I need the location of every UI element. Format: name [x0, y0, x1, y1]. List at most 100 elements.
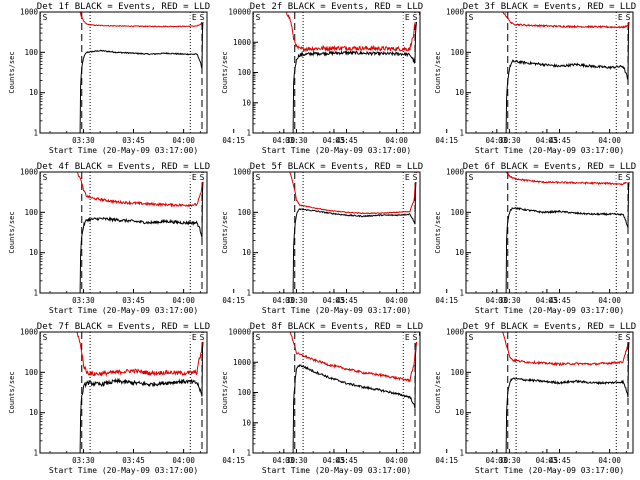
- marker-left: S: [256, 333, 261, 342]
- x-tick-label: 04:30: [273, 456, 296, 465]
- series-line-lld: [253, 12, 420, 53]
- chart-panel-det-8f: Det 8f BLACK = Events, RED = LLD11010010…: [221, 322, 558, 475]
- x-tick-label: 03:45: [122, 296, 145, 305]
- y-tick-label: 1000: [233, 358, 252, 367]
- chart-title: Det 5f BLACK = Events, RED = LLD: [250, 162, 423, 172]
- marker-backing: [190, 173, 199, 182]
- x-tick-label: 04:45: [323, 296, 346, 305]
- marker-right: S: [626, 13, 631, 22]
- x-tick-label: 04:30: [273, 136, 296, 145]
- plot-frame: [39, 171, 208, 294]
- y-tick-label: 1: [246, 289, 251, 298]
- x-axis-label: Start Time (20-May-09 03:17:00): [262, 466, 411, 475]
- x-tick-label: 03:30: [498, 136, 521, 145]
- y-tick-label: 10: [242, 248, 252, 257]
- chart-panel-det-3f: Det 3f BLACK = Events, RED = LLD 1 10 100 10…: [434, 2, 636, 155]
- series-line-events: [253, 12, 420, 133]
- y-tick-label: 100: [237, 388, 251, 397]
- marker-left: S: [43, 173, 48, 182]
- marker-backing: [624, 333, 632, 342]
- x-axis-label: Start Time (20-May-09 03:17:00): [49, 146, 198, 155]
- chart-title: Det 4f BLACK = Events, RED = LLD: [37, 162, 210, 172]
- x-tick-label: 04:30: [486, 456, 509, 465]
- marker-backing: [198, 173, 206, 182]
- marker-backing: [467, 13, 475, 22]
- chart-title: Det 6f BLACK = Events, RED = LLD: [463, 162, 636, 172]
- y-axis-label: Counts/sec: [434, 211, 442, 253]
- x-tick-label: 04:15: [435, 296, 458, 305]
- series-line-lld: [40, 172, 207, 208]
- y-tick-label: 1: [246, 129, 251, 138]
- marker-mid: E: [192, 13, 197, 22]
- y-tick-label: 10: [29, 248, 39, 257]
- marker-backing: [411, 333, 419, 342]
- x-tick-label: 04:45: [323, 456, 346, 465]
- y-tick-label: 10: [29, 408, 39, 417]
- y-tick-label: 10: [455, 408, 465, 417]
- y-tick-label: 1: [246, 449, 251, 458]
- y-tick-label: 100: [237, 208, 251, 217]
- marker-backing: [411, 173, 419, 182]
- plot-frame: [252, 331, 421, 454]
- y-tick-label: 10: [29, 88, 39, 97]
- y-tick-label: 1: [33, 289, 38, 298]
- x-tick-label: 03:45: [548, 456, 571, 465]
- series-line-lld: [466, 332, 633, 367]
- y-tick-label: 1: [459, 289, 464, 298]
- marker-mid: E: [618, 13, 623, 22]
- y-tick-label: 1: [459, 129, 464, 138]
- y-tick-label: 100: [450, 48, 464, 57]
- x-tick-label: 04:15: [222, 136, 245, 145]
- marker-mid: E: [618, 333, 623, 342]
- marker-right: S: [413, 173, 418, 182]
- marker-backing: [411, 13, 419, 22]
- x-tick-label: 03:45: [122, 456, 145, 465]
- y-tick-label: 1: [33, 449, 38, 458]
- chart-panel-det-5f: Det 5f BLACK = Events, RED = LLD11010010…: [221, 162, 558, 315]
- plot-frame: [465, 11, 634, 134]
- chart-panel-det-1f: Det 1f BLACK = Events, RED = LLD 1 10 100 10…: [8, 2, 345, 155]
- x-tick-label: 04:00: [598, 456, 621, 465]
- y-tick-label: 100: [237, 68, 251, 77]
- x-tick-label: 04:15: [435, 136, 458, 145]
- marker-right: S: [626, 333, 631, 342]
- marker-right: S: [200, 173, 205, 182]
- y-tick-label: 1000: [446, 8, 465, 17]
- y-tick-label: 1000: [20, 168, 39, 177]
- x-axis-label: Start Time (20-May-09 03:17:00): [475, 306, 624, 315]
- x-tick-label: 04:00: [172, 296, 195, 305]
- y-axis-label: Counts/sec: [434, 51, 442, 93]
- marker-backing: [254, 333, 262, 342]
- y-tick-label: 10: [455, 248, 465, 257]
- y-axis-label: Counts/sec: [221, 51, 229, 93]
- x-tick-label: 03:45: [122, 136, 145, 145]
- y-tick-label: 100: [24, 208, 38, 217]
- y-tick-label: 100: [24, 48, 38, 57]
- marker-mid: E: [192, 173, 197, 182]
- x-tick-label: 03:45: [548, 296, 571, 305]
- series-line-lld: [40, 332, 207, 377]
- series-line-events: [466, 332, 633, 453]
- series-line-lld: [40, 12, 207, 28]
- chart-title: Det 1f BLACK = Events, RED = LLD: [37, 2, 210, 12]
- y-tick-label: 10: [242, 418, 252, 427]
- marker-backing: [616, 333, 625, 342]
- x-tick-label: 03:45: [335, 456, 358, 465]
- x-tick-label: 03:30: [72, 456, 95, 465]
- y-axis-label: Counts/sec: [8, 51, 16, 93]
- marker-backing: [190, 333, 199, 342]
- marker-backing: [198, 13, 206, 22]
- x-axis-label: Start Time (20-May-09 03:17:00): [475, 146, 624, 155]
- chart-title: Det 2f BLACK = Events, RED = LLD: [250, 2, 423, 12]
- marker-right: S: [626, 173, 631, 182]
- marker-mid: E: [405, 333, 410, 342]
- x-tick-label: 04:00: [598, 136, 621, 145]
- y-tick-label: 1000: [20, 8, 39, 17]
- series-line-lld: [253, 172, 420, 215]
- chart-title: Det 7f BLACK = Events, RED = LLD: [37, 322, 210, 332]
- series-line-lld: [466, 172, 633, 186]
- x-tick-label: 04:30: [486, 296, 509, 305]
- chart-panel-det-7f: Det 7f BLACK = Events, RED = LLD11010010…: [8, 322, 345, 475]
- plot-frame: [252, 171, 421, 294]
- y-tick-label: 10000: [228, 328, 251, 337]
